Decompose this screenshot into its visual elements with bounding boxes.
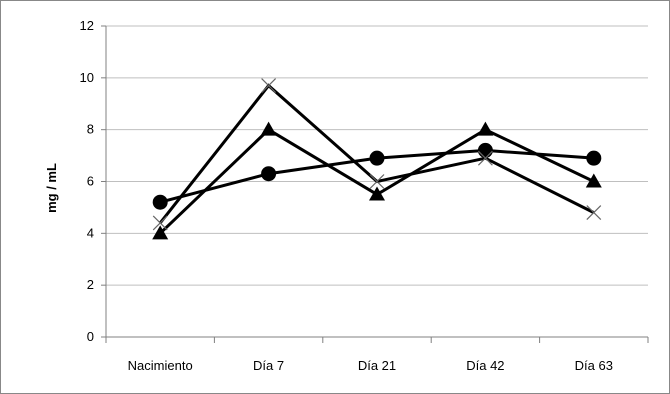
x-marker-stroke	[369, 174, 385, 189]
data-point-x	[477, 150, 493, 166]
y-tick-label: 4	[87, 225, 94, 240]
series-circle	[152, 142, 602, 210]
data-point-x	[369, 174, 385, 189]
x-tick-label: Día 7	[253, 358, 284, 373]
x-tick-label: Día 21	[358, 358, 396, 373]
series-triangle	[152, 121, 602, 240]
data-point-triangle	[152, 225, 169, 240]
x-marker-stroke	[586, 205, 602, 221]
series-group	[152, 78, 602, 240]
data-point-circle	[586, 150, 602, 166]
data-point-triangle	[369, 186, 385, 201]
x-marker-stroke	[261, 78, 277, 94]
y-tick-label: 0	[87, 329, 94, 344]
data-point-circle	[261, 166, 277, 182]
y-tick-label: 8	[87, 122, 94, 137]
data-point-x	[586, 205, 602, 221]
data-point-circle	[477, 142, 493, 158]
y-tick-label: 2	[87, 277, 94, 292]
x-marker-stroke	[477, 150, 493, 166]
data-point-circle	[152, 194, 168, 210]
y-axis-label: mg / mL	[44, 163, 59, 213]
y-tick-label: 10	[80, 70, 94, 85]
data-point-triangle	[477, 121, 494, 136]
x-marker-stroke	[152, 215, 168, 231]
x-tick-label: Nacimiento	[128, 358, 193, 373]
data-point-x	[261, 78, 277, 94]
data-point-circle	[369, 150, 385, 166]
y-tick-label: 6	[87, 174, 94, 189]
data-point-x	[152, 215, 168, 231]
data-point-triangle	[585, 173, 602, 188]
x-tick-label: Día 42	[466, 358, 504, 373]
x-tick-label: Día 63	[575, 358, 613, 373]
y-tick-label: 12	[80, 18, 94, 33]
axes: 0 2 4 6 8 10 12 Nacimiento Día 7 Día 21 Día 42 Día …	[80, 18, 649, 373]
data-point-triangle	[260, 121, 277, 136]
series-x	[152, 78, 602, 231]
